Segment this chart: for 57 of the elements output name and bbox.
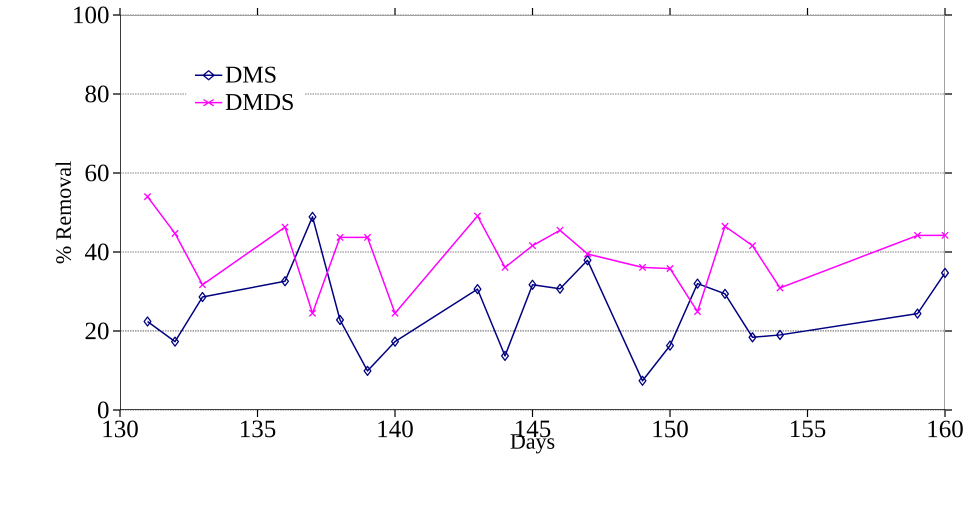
point: [171, 230, 179, 238]
point: [638, 264, 646, 272]
point: [143, 316, 152, 327]
point: [336, 234, 344, 242]
point: [666, 340, 674, 351]
point: [170, 336, 180, 347]
y-axis-title: % Removal: [56, 161, 72, 264]
point: [914, 232, 922, 240]
point: [308, 212, 317, 222]
point: [556, 226, 564, 234]
point: [583, 255, 592, 266]
point: [776, 330, 784, 340]
point: [720, 288, 730, 300]
point: [364, 234, 372, 242]
point: [584, 250, 592, 258]
point: [556, 284, 564, 294]
point: [721, 222, 729, 230]
point: [913, 308, 922, 319]
point: [198, 280, 206, 289]
point: [336, 314, 344, 326]
point: [474, 212, 482, 220]
x-tick-label: 155: [790, 420, 826, 438]
y-tick-label: 60: [86, 164, 109, 182]
point: [473, 284, 482, 294]
y-tick-label: 100: [74, 6, 109, 24]
y-tick-label: 20: [86, 322, 109, 340]
point: [638, 376, 647, 386]
point: [501, 264, 509, 272]
point: [308, 309, 316, 318]
point: [198, 292, 207, 302]
x-tick-label: 140: [378, 420, 413, 438]
point: [528, 280, 537, 290]
x-tick-label: 135: [240, 420, 276, 438]
legend-label: DMDS: [226, 94, 293, 110]
point: [391, 309, 399, 318]
point: [941, 232, 949, 240]
x-tick-label: 130: [103, 420, 138, 438]
point: [940, 268, 950, 278]
x-tick-label: 150: [653, 420, 688, 438]
y-tick-label: 40: [84, 244, 109, 260]
legend-label: DMS: [226, 66, 276, 83]
point: [528, 242, 536, 250]
point: [281, 223, 289, 231]
point: [390, 336, 400, 347]
point: [748, 242, 756, 250]
point: [776, 284, 784, 292]
point: [363, 366, 372, 376]
point: [666, 264, 674, 272]
y-tick-label: 0: [98, 402, 109, 418]
point: [694, 308, 702, 316]
point: [748, 332, 757, 342]
y-tick-label: 80: [85, 86, 109, 102]
point: [280, 276, 290, 286]
x-tick-label: 160: [928, 420, 963, 438]
point: [500, 350, 510, 362]
point: [144, 192, 152, 201]
point: [693, 278, 702, 289]
